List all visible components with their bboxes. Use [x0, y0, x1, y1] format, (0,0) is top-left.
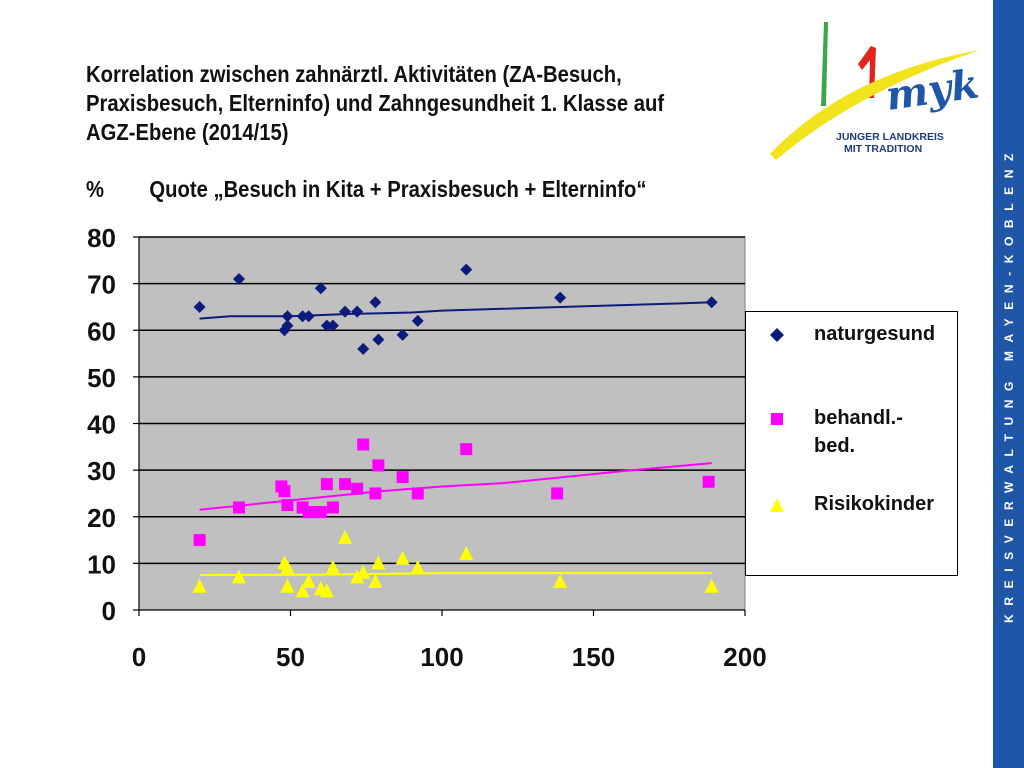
chart-subtitle-text: Quote „Besuch in Kita + Praxisbesuch + E…: [149, 176, 647, 202]
data-point-naturgesund: [372, 333, 385, 346]
y-tick-label: 70: [87, 270, 116, 300]
data-point-behandl-bed: [551, 487, 564, 500]
logo-green-stroke: [821, 22, 828, 106]
data-point-naturgesund: [296, 310, 309, 323]
chart-title-line-1: Korrelation zwischen zahnärztl. Aktivitä…: [86, 61, 622, 87]
data-point-behandl-bed: [357, 438, 370, 451]
trendline-behandl-bed: [199, 462, 712, 511]
data-point-risikokinder: [356, 564, 371, 579]
logo-slogan-line-1: JUNGER LANDKREIS: [836, 131, 944, 143]
y-tick-label: 20: [87, 503, 116, 533]
data-point-naturgesund: [554, 291, 567, 304]
data-point-risikokinder: [192, 578, 207, 593]
y-unit-label: %: [86, 176, 104, 202]
y-tick-label: 10: [87, 549, 116, 579]
trendline-risikokinder: [199, 572, 712, 577]
y-tick-label: 40: [87, 410, 116, 440]
x-tick-label: 0: [132, 642, 146, 672]
x-tick-label: 100: [420, 642, 463, 672]
data-point-risikokinder: [280, 560, 295, 575]
data-point-risikokinder: [368, 574, 383, 589]
data-point-behandl-bed: [411, 487, 424, 500]
data-point-risikokinder: [704, 578, 719, 593]
data-point-naturgesund: [281, 319, 294, 332]
chart-legend: naturgesund behandl.- bed. Risikokinder: [745, 311, 958, 576]
legend-label-risikokinder: Risikokinder: [814, 493, 935, 515]
data-point-naturgesund: [396, 328, 409, 341]
y-tick-label: 80: [87, 223, 116, 253]
data-point-behandl-bed: [320, 478, 333, 491]
y-tick-label: 30: [87, 456, 116, 486]
chart-subtitle: % Quote „Besuch in Kita + Praxisbesuch + …: [86, 176, 646, 203]
data-point-risikokinder: [410, 560, 425, 575]
data-point-risikokinder: [231, 569, 246, 584]
x-tick-label: 50: [276, 642, 305, 672]
data-point-naturgesund: [339, 305, 352, 318]
data-point-behandl-bed: [372, 459, 385, 472]
myk-logo: myk JUNGER LANDKREIS MIT TRADITION: [770, 22, 982, 160]
data-point-behandl-bed: [369, 487, 382, 500]
data-point-risikokinder: [459, 546, 474, 561]
data-point-behandl-bed: [278, 485, 291, 498]
data-point-naturgesund: [411, 314, 424, 327]
legend-marker-square: [771, 413, 783, 425]
data-point-risikokinder: [338, 529, 353, 544]
sidebar-text: KREISVERWALTUNG MAYEN-KOBLENZ: [1001, 145, 1016, 623]
data-point-behandl-bed: [396, 471, 409, 484]
data-point-risikokinder: [395, 550, 410, 565]
data-point-behandl-bed: [326, 501, 339, 514]
y-tick-label: 0: [102, 596, 116, 626]
data-point-behandl-bed: [193, 534, 206, 547]
data-point-risikokinder: [295, 583, 310, 598]
data-point-risikokinder: [280, 578, 295, 593]
data-point-risikokinder: [319, 583, 334, 598]
data-point-naturgesund: [357, 342, 370, 355]
data-point-behandl-bed: [702, 475, 715, 488]
data-point-naturgesund: [351, 305, 364, 318]
legend-marker-diamond: [770, 328, 784, 342]
data-point-naturgesund: [302, 310, 315, 323]
data-point-risikokinder: [301, 574, 316, 589]
data-point-naturgesund: [705, 296, 718, 309]
data-point-behandl-bed: [314, 506, 327, 519]
data-point-naturgesund: [369, 296, 382, 309]
data-point-naturgesund: [460, 263, 473, 276]
chart-title: Korrelation zwischen zahnärztl. Aktivitä…: [86, 60, 693, 147]
x-tick-label: 150: [572, 642, 615, 672]
data-point-behandl-bed: [339, 478, 352, 491]
trendline-naturgesund: [199, 301, 712, 320]
data-point-behandl-bed: [232, 501, 245, 514]
data-point-risikokinder: [325, 560, 340, 575]
data-point-behandl-bed: [460, 443, 473, 456]
data-point-naturgesund: [232, 272, 245, 285]
data-point-risikokinder: [350, 569, 365, 584]
data-point-naturgesund: [320, 319, 333, 332]
data-point-naturgesund: [326, 319, 339, 332]
sidebar-band: KREISVERWALTUNG MAYEN-KOBLENZ: [993, 0, 1024, 768]
data-point-naturgesund: [314, 282, 327, 295]
legend-marker-triangle: [770, 498, 784, 512]
legend-label-naturgesund: naturgesund: [814, 323, 936, 345]
data-point-behandl-bed: [351, 482, 364, 495]
data-point-naturgesund: [281, 310, 294, 323]
y-tick-label: 50: [87, 363, 116, 393]
chart-title-line-3: AGZ-Ebene (2014/15): [86, 119, 289, 145]
data-point-naturgesund: [193, 300, 206, 313]
logo-slogan-line-2: MIT TRADITION: [844, 143, 922, 155]
data-point-risikokinder: [371, 555, 386, 570]
chart-title-line-2: Praxisbesuch, Elterninfo) und Zahngesund…: [86, 90, 665, 116]
data-point-risikokinder: [553, 574, 568, 589]
y-tick-label: 60: [87, 316, 116, 346]
legend-label-behandl-bed: behandl.- bed.: [814, 407, 903, 457]
data-point-behandl-bed: [281, 499, 294, 512]
x-tick-label: 200: [723, 642, 766, 672]
